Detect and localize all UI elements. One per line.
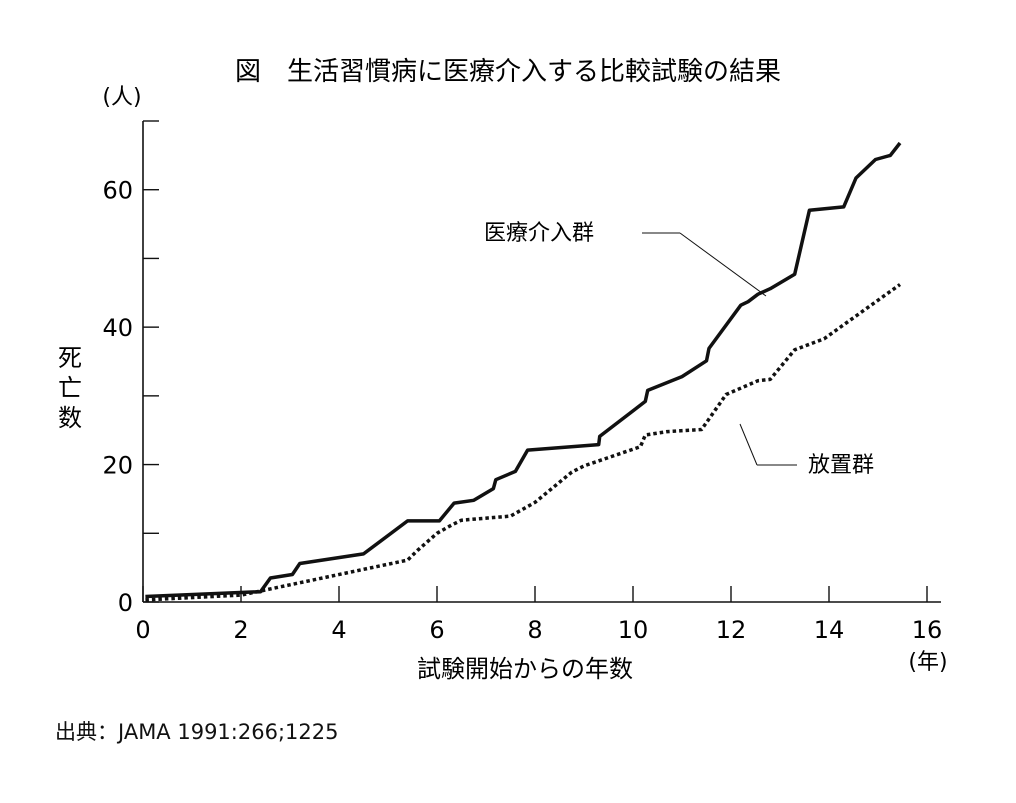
series-label-intervention: 医療介入群 bbox=[484, 221, 594, 246]
y-axis-label-char: 数 bbox=[58, 404, 82, 432]
chart-title: 図 生活習慣病に医療介入する比較試験の結果 bbox=[235, 57, 781, 87]
y-tick-label: 20 bbox=[102, 452, 133, 480]
x-tick-label: 16 bbox=[912, 616, 943, 644]
callout-line-intervention-diag bbox=[679, 232, 767, 297]
y-axis-label-char: 死 bbox=[58, 344, 82, 372]
x-tick-label: 12 bbox=[716, 616, 747, 644]
series-label-control: 放置群 bbox=[808, 453, 874, 478]
axis-ticks bbox=[142, 120, 928, 603]
source-note: 出典：JAMA 1991:266;1225 bbox=[55, 720, 339, 744]
series-line-control bbox=[145, 283, 902, 602]
series-lines bbox=[145, 141, 902, 602]
y-tick-label: 0 bbox=[118, 589, 133, 617]
y-tick-label: 60 bbox=[102, 177, 133, 205]
callout-line-control bbox=[739, 423, 758, 466]
tick-labels: 0 20 40 60 0 2 4 6 8 10 12 14 16 bbox=[102, 177, 942, 644]
x-tick-label: 10 bbox=[618, 616, 649, 644]
x-tick-label: 6 bbox=[429, 616, 444, 644]
x-axis-label: 試験開始からの年数 bbox=[417, 655, 633, 683]
x-tick-label: 8 bbox=[527, 616, 542, 644]
series-line-intervention bbox=[145, 141, 902, 599]
y-tick-label: 40 bbox=[102, 314, 133, 342]
x-tick-label: 4 bbox=[331, 616, 346, 644]
x-tick-label: 14 bbox=[814, 616, 845, 644]
x-tick-label: 2 bbox=[233, 616, 248, 644]
y-axis-label-char: 亡 bbox=[58, 374, 82, 402]
y-axis-label: 死亡数 bbox=[58, 344, 82, 432]
y-unit-label: (人) bbox=[102, 85, 141, 110]
x-tick-label: 0 bbox=[135, 616, 150, 644]
x-unit-label: (年) bbox=[908, 650, 947, 675]
